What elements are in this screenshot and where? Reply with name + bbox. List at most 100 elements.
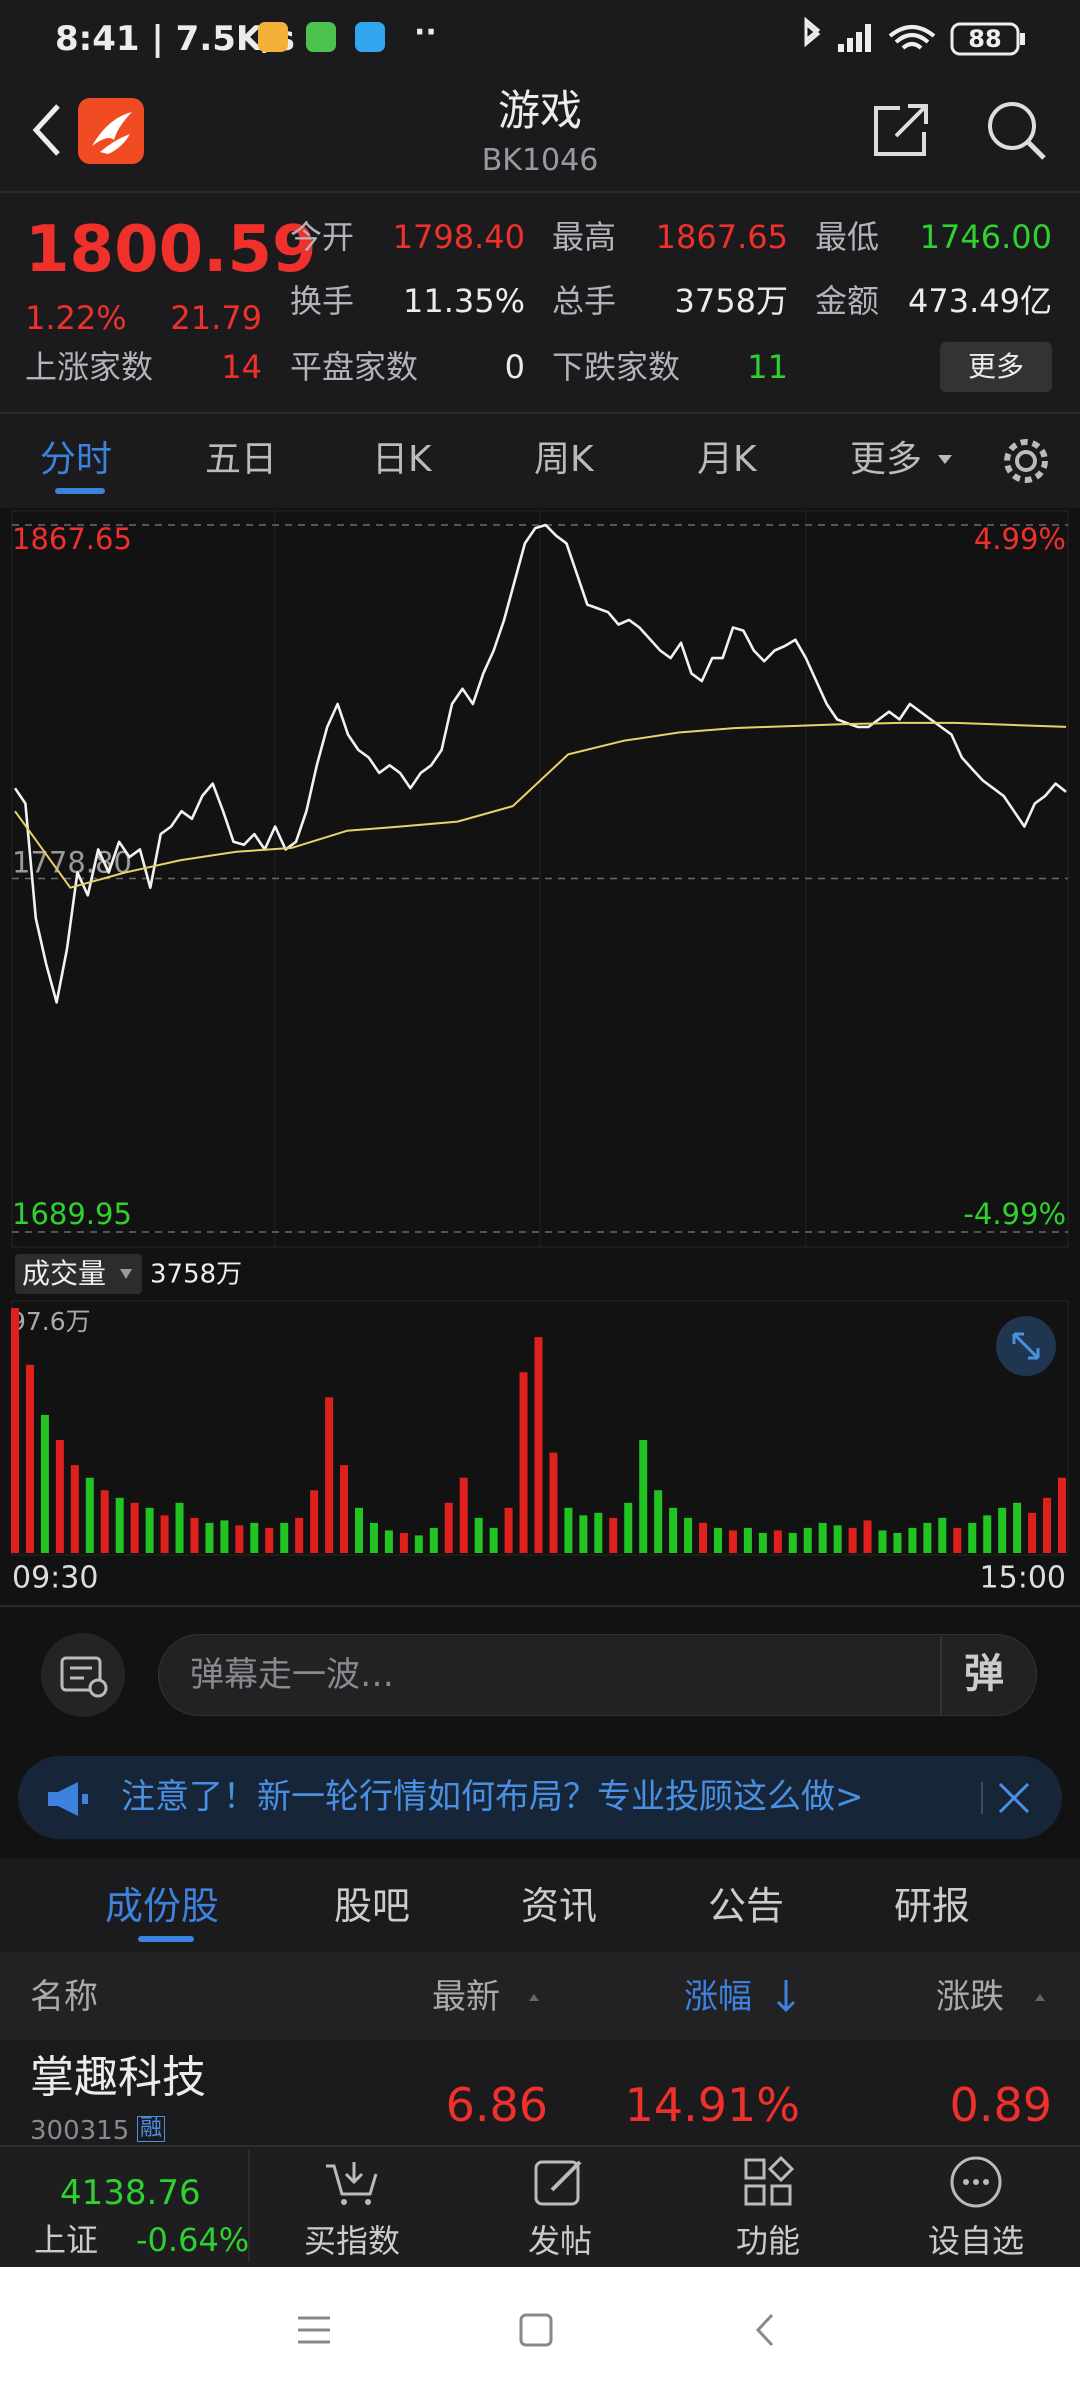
back-key[interactable]: [752, 2312, 778, 2348]
stat-label: 最低: [815, 218, 880, 256]
banner[interactable]: [18, 1756, 1062, 1839]
sub-tab[interactable]: 资讯: [521, 1884, 598, 1928]
volume-bar: [1028, 1512, 1037, 1553]
nav-item[interactable]: 买指数: [303, 2222, 400, 2260]
sub-tab[interactable]: 成份股: [105, 1884, 220, 1928]
battery-level: 88: [968, 25, 1001, 53]
stat-value: 473.49亿: [908, 282, 1052, 320]
sub-tab[interactable]: 公告: [708, 1884, 785, 1928]
app-icon: [306, 22, 336, 52]
volume-bar: [908, 1527, 917, 1553]
more-button[interactable]: 更多: [940, 342, 1052, 392]
stat-value: 11.35%: [402, 282, 525, 320]
volume-bar: [235, 1525, 244, 1553]
tab[interactable]: 更多: [850, 439, 923, 480]
menu-key[interactable]: [296, 2312, 332, 2348]
volume-bar: [250, 1522, 259, 1553]
volume-bar: [340, 1465, 349, 1553]
index-value[interactable]: 4138.76: [60, 2173, 201, 2213]
column-header[interactable]: 涨跌: [936, 1977, 1004, 2017]
volume-selector[interactable]: [15, 1254, 142, 1294]
volume-bar: [325, 1397, 334, 1553]
volume-bar: [788, 1532, 797, 1553]
stat-label: 金额: [815, 282, 880, 320]
volume-bar: [85, 1477, 94, 1553]
volume-bar: [70, 1465, 79, 1553]
volume-bar: [310, 1490, 319, 1553]
margin-badge: 融: [137, 2116, 166, 2142]
banner-close[interactable]: [996, 1780, 1032, 1816]
tab[interactable]: 周K: [534, 439, 594, 480]
page-title: 游戏: [497, 86, 582, 135]
volume-bar: [115, 1497, 124, 1553]
y-tick-label: 1689.95: [12, 1197, 132, 1231]
settings-button[interactable]: [1000, 435, 1052, 487]
megaphone-icon: [48, 1782, 88, 1816]
index-name: 上证: [34, 2221, 99, 2259]
stat-label: 下跌家数: [552, 348, 681, 386]
volume-bar: [444, 1502, 453, 1553]
volume-bar: [923, 1522, 932, 1553]
volume-bar: [414, 1535, 423, 1553]
divider: [0, 191, 1080, 193]
battery-tip: [1020, 33, 1025, 45]
volume-bar: [489, 1527, 498, 1553]
sub-tab[interactable]: 研报: [894, 1884, 971, 1928]
intraday-chart: 成交量 3758万 09:30 15:00 1867.651778.801689…: [10, 510, 1069, 1596]
volume-bar: [594, 1512, 603, 1553]
status-more: ··: [414, 15, 437, 50]
stat-value: 3758万: [674, 282, 788, 320]
sub-tab[interactable]: 股吧: [334, 1884, 411, 1928]
danmu-toggle[interactable]: 弹: [964, 1651, 1004, 1697]
home-key[interactable]: [518, 2312, 554, 2348]
stat-label: 上涨家数: [25, 348, 154, 386]
stat-label: 今开: [290, 218, 355, 256]
danmu-placeholder: 弹幕走一波…: [190, 1655, 394, 1695]
app-icon: [258, 22, 288, 52]
stat-value: 0: [504, 348, 525, 386]
status-time: 8:41 | 7.5K/s: [55, 19, 295, 59]
volume-bar: [355, 1507, 364, 1553]
system-nav: [0, 2267, 1080, 2400]
volume-bar: [624, 1502, 633, 1553]
banner-text: 注意了！新一轮行情如何布局？专业投顾这么做>: [121, 1777, 864, 1817]
volume-bar: [758, 1532, 767, 1553]
board-code: BK1046: [481, 143, 599, 178]
logo: [78, 98, 144, 164]
nav-item[interactable]: 发帖: [527, 2222, 592, 2260]
price-line: [13, 523, 1067, 1004]
function-icon: [744, 2156, 795, 2206]
volume-bar: [534, 1337, 543, 1553]
volume-bar: [878, 1530, 887, 1553]
tab[interactable]: 分时: [40, 439, 113, 480]
nav-item[interactable]: 设自选: [927, 2222, 1024, 2260]
volume-bar: [175, 1502, 184, 1553]
back-button[interactable]: [20, 98, 80, 162]
danmu-list-button[interactable]: [40, 1632, 126, 1718]
volume-bar: [609, 1517, 618, 1553]
stat-value: 1798.40: [392, 218, 525, 256]
danmu-input[interactable]: [158, 1634, 1037, 1716]
volume-bar: [474, 1517, 483, 1553]
volume-bar: [55, 1440, 64, 1553]
nav-item[interactable]: 功能: [735, 2222, 800, 2260]
volume-bar: [399, 1532, 408, 1553]
volume-bar: [280, 1522, 289, 1553]
tab[interactable]: 五日: [205, 439, 278, 480]
tab[interactable]: 日K: [372, 439, 432, 480]
volume-bar: [429, 1527, 438, 1553]
tab-underline: [55, 488, 105, 494]
tab[interactable]: 月K: [697, 439, 757, 480]
column-header[interactable]: 名称: [30, 1977, 98, 2017]
search-button[interactable]: [984, 98, 1050, 164]
column-header[interactable]: 涨幅: [684, 1977, 752, 2017]
top-panel: [0, 0, 1080, 508]
volume-bar: [11, 1308, 19, 1553]
sort-indicator: [1035, 1994, 1045, 2001]
volume-bar: [384, 1530, 393, 1553]
volume-bar: [519, 1372, 528, 1553]
volume-bar: [564, 1507, 573, 1553]
share-button[interactable]: [870, 100, 934, 160]
column-header[interactable]: 最新: [432, 1977, 500, 2017]
divider: [0, 412, 1080, 414]
